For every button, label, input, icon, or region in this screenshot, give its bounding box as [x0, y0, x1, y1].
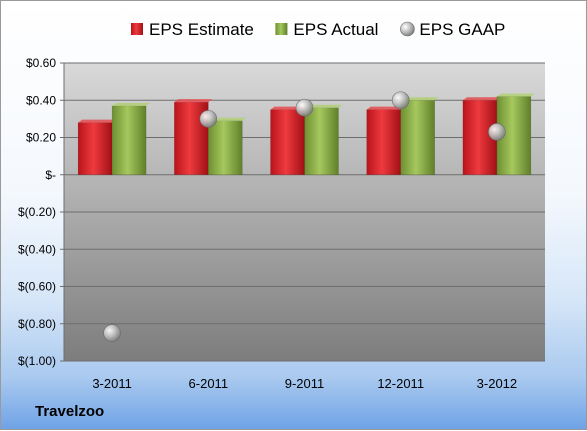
gaap-marker [103, 324, 121, 342]
legend-swatch-actual [275, 23, 288, 35]
y-tick-label: $(0.40) [18, 242, 56, 256]
legend-swatch-estimate [131, 23, 143, 35]
legend-swatch-gaap [400, 21, 415, 37]
legend-label: EPS Actual [293, 20, 378, 39]
bars [77, 93, 535, 176]
y-tick-label: $0.20 [26, 131, 56, 145]
bar-actual [111, 105, 147, 175]
bar-cap-estimate [78, 119, 117, 123]
x-tick-label: 3-2011 [92, 376, 132, 391]
company-name: Travelzoo [35, 403, 105, 420]
y-tick-label: $- [45, 168, 56, 182]
y-axis-ticks: $0.60 $0.40 $0.20 $- $(0.20) $(0.40) $(0.60) $(… [18, 56, 65, 368]
x-tick-label: 6-2011 [189, 376, 229, 391]
bar-actual [304, 107, 339, 175]
y-tick-label: $(0.60) [18, 280, 56, 294]
bar-cap-actual [400, 97, 439, 101]
y-tick-label: $(1.00) [18, 354, 56, 368]
x-tick-label: 3-2012 [477, 376, 517, 391]
y-tick-label: $(0.20) [18, 205, 56, 219]
bar-estimate [77, 122, 113, 175]
legend-label: EPS Estimate [149, 20, 254, 39]
legend-label: EPS GAAP [419, 20, 505, 39]
bar-cap-actual [208, 117, 247, 121]
y-tick-label: $0.60 [26, 56, 56, 70]
bar-cap-actual [304, 104, 343, 108]
x-axis-ticks: 3-2011 6-2011 9-2011 12-2011 3-2012 [92, 376, 517, 391]
bar-cap-estimate [462, 97, 501, 101]
y-tick-label: $0.40 [26, 93, 56, 107]
bar-estimate [270, 109, 305, 175]
gaap-markers [103, 91, 506, 342]
y-tick-label: $(0.80) [18, 317, 56, 331]
legend: EPS Estimate EPS Actual EPS GAAP [131, 20, 505, 39]
gaap-marker [488, 123, 506, 141]
x-tick-label: 9-2011 [285, 376, 325, 391]
bar-cap-estimate [174, 99, 213, 103]
gaap-marker [391, 91, 410, 110]
bar-cap-actual [496, 93, 535, 97]
bar-cap-estimate [366, 106, 405, 110]
bar-estimate [366, 109, 401, 175]
bar-actual [400, 100, 435, 175]
gaap-marker [199, 110, 218, 128]
x-tick-label: 12-2011 [377, 376, 424, 391]
gaap-marker [295, 98, 314, 117]
bar-cap-actual [112, 102, 151, 106]
bar-actual [208, 120, 243, 176]
